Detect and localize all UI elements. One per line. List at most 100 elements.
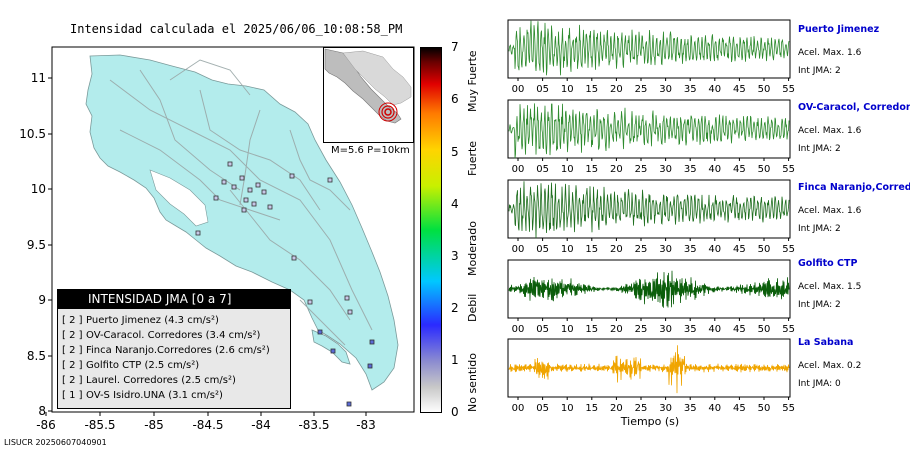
- lat-tick-label: 10: [30, 182, 46, 196]
- time-tick-label: 50: [758, 164, 771, 175]
- waveform-trace: [508, 181, 790, 239]
- lat-tick-label: 8: [38, 404, 46, 418]
- seismogram: 00 05 10 15 20 25 30 35 40 45 50 55: [507, 19, 795, 95]
- seismogram: 00 05 10 15 20 25 30 35 40 45 50 55: [507, 338, 795, 414]
- legend-entry-text: OV-S Isidro.UNA (3.1 cm/s²): [86, 390, 223, 401]
- time-tick-label: 00: [512, 84, 525, 95]
- legend-entry-level: [ 2 ]: [62, 375, 83, 386]
- colorbar-categories: No sentido Debil Moderado Fuerte Muy Fue…: [466, 50, 479, 412]
- station-name: Golfito CTP: [798, 258, 858, 269]
- time-tick-label: 35: [684, 84, 697, 95]
- time-tick-label: 10: [561, 324, 574, 335]
- time-tick-label: 40: [708, 164, 721, 175]
- time-tick-label: 40: [708, 84, 721, 95]
- intensity-legend: INTENSIDAD JMA [0 a 7] [ 2 ] Puerto Jimen…: [57, 289, 291, 409]
- time-tick-label: 45: [733, 244, 746, 255]
- map-axis-ticks: [45, 77, 367, 416]
- colorbar-tick: 6: [451, 92, 459, 106]
- time-tick-label: 00: [512, 324, 525, 335]
- waveform-trace: [508, 270, 790, 308]
- legend-entry-text: OV-Caracol. Corredores (3.4 cm/s²): [86, 330, 261, 341]
- station-int: Int JMA: 2: [798, 66, 841, 76]
- time-tick-label: 25: [635, 324, 648, 335]
- station-int: Int JMA: 2: [798, 144, 841, 154]
- inset-label: M=5.6 P=10km: [331, 145, 410, 156]
- time-tick-label: 10: [561, 84, 574, 95]
- lon-tick-label: -83.5: [298, 418, 330, 432]
- station-int: Int JMA: 2: [798, 300, 841, 310]
- time-tick-label: 20: [610, 244, 623, 255]
- time-tick-label: 45: [733, 84, 746, 95]
- legend-entry-level: [ 2 ]: [62, 345, 83, 356]
- time-tick-label: 35: [684, 403, 697, 414]
- legend-entry: [ 1 ] OV-S Isidro.UNA (3.1 cm/s²): [58, 388, 290, 403]
- lon-tick-label: -85.5: [84, 418, 116, 432]
- time-tick-label: 15: [585, 324, 598, 335]
- time-tick-label: 15: [585, 84, 598, 95]
- time-tick-label: 20: [610, 164, 623, 175]
- lon-tick-label: -85: [144, 418, 164, 432]
- epicenter-icon: [378, 102, 398, 122]
- colorbar-tick: 1: [451, 353, 459, 367]
- page-title: Intensidad calculada el 2025/06/06_10:08…: [70, 22, 403, 36]
- time-tick-label: 35: [684, 324, 697, 335]
- waveform-trace: [508, 345, 790, 394]
- time-tick-label: 40: [708, 403, 721, 414]
- time-tick-label: 00: [512, 244, 525, 255]
- colorbar-tick: 3: [451, 249, 459, 263]
- seismogram: 00 05 10 15 20 25 30 35 40 45 50 55: [507, 179, 795, 255]
- legend-entry-level: [ 2 ]: [62, 360, 83, 371]
- time-tick-label: 55: [782, 403, 795, 414]
- time-tick-label: 20: [610, 403, 623, 414]
- time-tick-label: 15: [585, 164, 598, 175]
- legend-entry-level: [ 1 ]: [62, 390, 83, 401]
- station-name: La Sabana: [798, 337, 854, 348]
- time-tick-label: 10: [561, 164, 574, 175]
- time-tick-label: 45: [733, 403, 746, 414]
- station-accel: Acel. Max. 0.2: [798, 361, 862, 371]
- colorbar-category: No sentido: [466, 353, 479, 412]
- lon-tick-label: -84: [251, 418, 271, 432]
- legend-entry: [ 2 ] Finca Naranjo.Corredores (2.6 cm/s²…: [58, 343, 290, 358]
- station-name: Finca Naranjo,Corredores: [798, 182, 910, 193]
- time-tick-label: 55: [782, 324, 795, 335]
- station-accel: Acel. Max. 1.6: [798, 48, 862, 58]
- seismogram: 00 05 10 15 20 25 30 35 40 45 50 55: [507, 99, 795, 175]
- legend-entry-text: Puerto Jimenez (4.3 cm/s²): [86, 315, 219, 326]
- colorbar-tick: 7: [451, 40, 459, 54]
- lon-tick-label: -83: [356, 418, 376, 432]
- legend-entry: [ 2 ] Puerto Jimenez (4.3 cm/s²): [58, 313, 290, 328]
- time-tick-label: 55: [782, 244, 795, 255]
- time-tick-label: 00: [512, 164, 525, 175]
- colorbar-category: Debil: [466, 294, 479, 322]
- legend-entry-level: [ 2 ]: [62, 330, 83, 341]
- time-tick-label: 05: [536, 244, 549, 255]
- colorbar-tick: 4: [451, 197, 459, 211]
- road-network: [109, 59, 373, 346]
- time-tick-label: 45: [733, 324, 746, 335]
- time-tick-label: 40: [708, 324, 721, 335]
- lat-tick-label: 10.5: [19, 127, 46, 141]
- waveform-trace: [508, 103, 790, 159]
- time-tick-label: 05: [536, 84, 549, 95]
- lat-tick-label: 9: [38, 293, 46, 307]
- legend-title: INTENSIDAD JMA [0 a 7]: [58, 290, 290, 309]
- seismogram-xlabel: Tiempo (s): [620, 415, 680, 428]
- colorbar-tick: 0: [451, 405, 459, 419]
- time-tick-label: 30: [659, 403, 672, 414]
- time-tick-label: 55: [782, 84, 795, 95]
- waveform-trace: [508, 20, 790, 76]
- time-tick-label: 35: [684, 164, 697, 175]
- colorbar-category: Fuerte: [466, 141, 479, 176]
- time-tick-label: 05: [536, 324, 549, 335]
- seismogram: 00 05 10 15 20 25 30 35 40 45 50 55: [507, 259, 795, 335]
- legend-entry-text: Laurel. Corredores (2.5 cm/s²): [86, 375, 236, 386]
- station-name: OV-Caracol, Corredores: [798, 102, 910, 113]
- station-accel: Acel. Max. 1.6: [798, 206, 862, 216]
- lat-tick-label: 11: [30, 71, 46, 85]
- lat-tick-label: 9.5: [26, 238, 46, 252]
- colorbar-category: Moderado: [466, 221, 479, 276]
- costa-rica-landmass: [85, 54, 399, 391]
- time-tick-label: 00: [512, 403, 525, 414]
- station-accel: Acel. Max. 1.5: [798, 282, 862, 292]
